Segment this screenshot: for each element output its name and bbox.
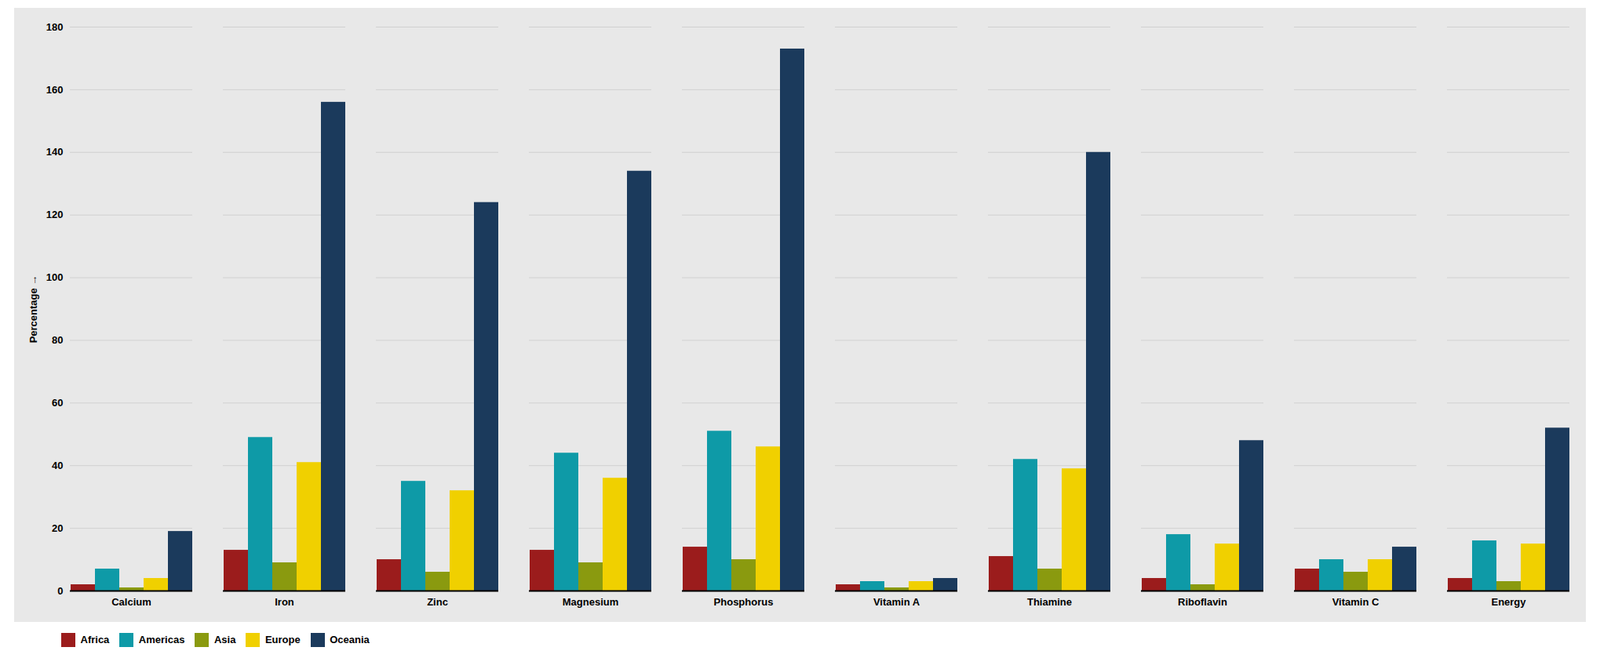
html-text:Africa: Africa bbox=[80, 634, 110, 646]
svg-text:Percentage →: Percentage → bbox=[27, 275, 40, 344]
svg-text:120: 120 bbox=[46, 208, 64, 221]
svg-text:Iron: Iron bbox=[274, 596, 295, 609]
svg-text:Magnesium: Magnesium bbox=[562, 596, 620, 609]
svg-text:Calcium: Calcium bbox=[111, 596, 152, 609]
html-text:Asia: Asia bbox=[214, 634, 236, 646]
html-text:Americas: Americas bbox=[138, 634, 185, 646]
svg-text:Phosphorus: Phosphorus bbox=[714, 596, 774, 609]
svg-text:20: 20 bbox=[51, 522, 63, 535]
svg-text:40: 40 bbox=[51, 459, 63, 472]
svg-text:180: 180 bbox=[46, 21, 64, 33]
svg-text:100: 100 bbox=[46, 271, 64, 284]
svg-text:80: 80 bbox=[51, 334, 63, 347]
svg-text:Vitamin C: Vitamin C bbox=[1332, 596, 1380, 609]
html-text:Europe: Europe bbox=[265, 634, 301, 646]
svg-text:160: 160 bbox=[46, 83, 64, 96]
svg-text:140: 140 bbox=[46, 145, 64, 158]
svg-text:0: 0 bbox=[57, 585, 63, 598]
html-text:Oceania: Oceania bbox=[329, 634, 370, 646]
svg-text:Riboflavin: Riboflavin bbox=[1177, 596, 1228, 609]
svg-text:Thiamine: Thiamine bbox=[1027, 596, 1072, 609]
svg-text:Zinc: Zinc bbox=[426, 596, 449, 609]
svg-text:Energy: Energy bbox=[1490, 596, 1527, 609]
svg-text:Vitamin A: Vitamin A bbox=[873, 596, 921, 609]
svg-text:60: 60 bbox=[51, 397, 63, 409]
